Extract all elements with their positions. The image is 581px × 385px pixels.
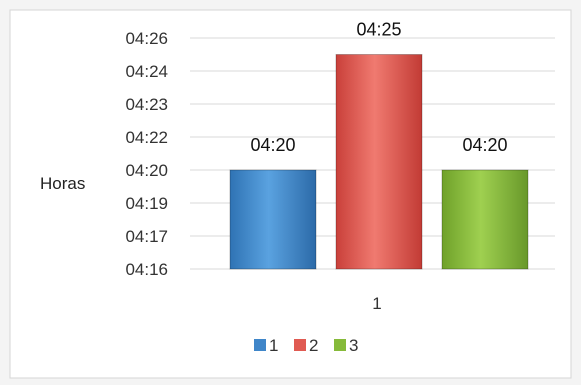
bar-series-1: [229, 169, 317, 270]
legend-label-1: 1: [269, 336, 278, 355]
bars: [229, 54, 529, 270]
x-category-label: 1: [372, 294, 381, 313]
y-tick-label: 04:20: [125, 161, 168, 180]
legend-swatch-3: [334, 339, 346, 351]
y-tick-label: 04:17: [125, 227, 168, 246]
data-label-series-3: 04:20: [462, 135, 507, 155]
bar-series-3: [441, 169, 529, 270]
data-label-series-1: 04:20: [250, 135, 295, 155]
y-tick-label: 04:19: [125, 194, 168, 213]
y-tick-label: 04:16: [125, 260, 168, 279]
data-labels: 04:20 04:25 04:20: [250, 20, 507, 156]
legend-label-3: 3: [349, 336, 358, 355]
legend: 1 2 3: [254, 336, 358, 355]
y-tick-label: 04:24: [125, 62, 168, 81]
y-tick-label: 04:22: [125, 128, 168, 147]
legend-swatch-1: [254, 339, 266, 351]
y-tick-label: 04:23: [125, 95, 168, 114]
y-tick-label: 04:26: [125, 29, 168, 48]
bar-series-2: [335, 54, 423, 270]
legend-label-2: 2: [309, 336, 318, 355]
legend-swatch-2: [294, 339, 306, 351]
data-label-series-2: 04:25: [356, 20, 401, 40]
y-axis-title: Horas: [40, 174, 85, 193]
y-axis-tick-labels: 04:16 04:17 04:19 04:20 04:22 04:23 04:24 04:26: [125, 29, 168, 279]
